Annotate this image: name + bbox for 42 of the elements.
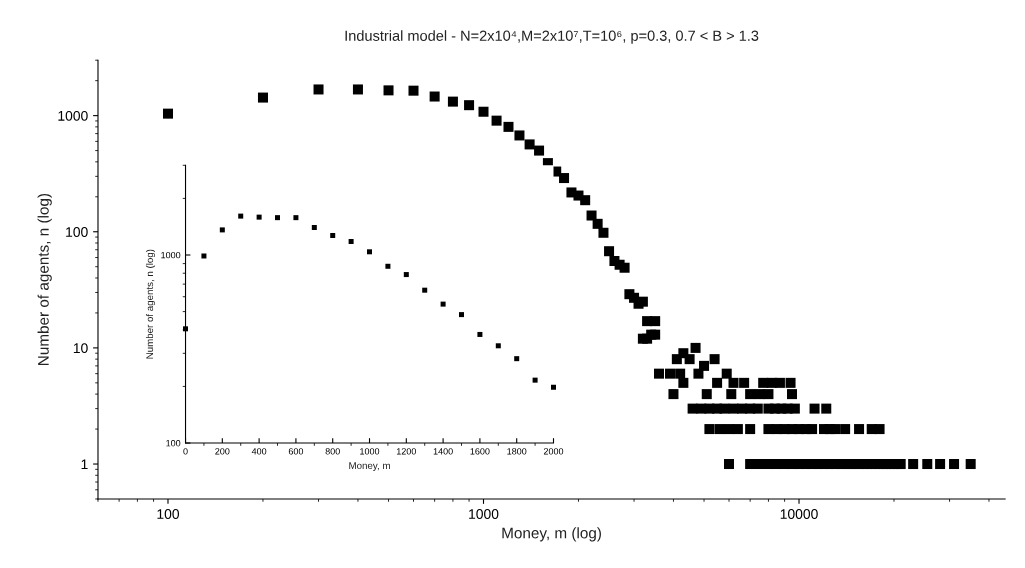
y-axis-title: Number of agents, n (log) (145, 249, 156, 359)
y-tick-label: 1000 (58, 110, 88, 121)
x-axis-title: Money, m (349, 462, 390, 471)
point (459, 312, 465, 318)
x-tick-label: 1000 (360, 448, 380, 455)
point (219, 227, 225, 233)
point (311, 225, 317, 231)
point (275, 215, 281, 221)
x-tick-label: 800 (325, 448, 340, 455)
point (514, 356, 520, 362)
point (403, 272, 409, 278)
point (477, 331, 483, 337)
point (532, 377, 538, 383)
point (440, 301, 446, 307)
x-tick-label: 200 (215, 448, 230, 455)
x-tick-label: 10000 (780, 509, 818, 519)
point (293, 215, 299, 221)
point (330, 232, 336, 238)
chart-title: Industrial model - N=2x10⁴,M=2x10⁷,T=10⁶, p=0.3, 0.7 < B > 1.3 (345, 30, 759, 44)
x-tick-label: 1000 (469, 509, 499, 519)
y-tick-label: 100 (66, 227, 88, 237)
point (256, 214, 262, 220)
x-axis-title: Money, m (log) (502, 527, 601, 542)
point (551, 384, 556, 390)
point (385, 263, 391, 269)
point (348, 238, 354, 244)
point (495, 343, 501, 349)
y-tick-label: 1 (81, 459, 88, 470)
x-tick-label: 1800 (507, 448, 527, 455)
x-tick-label: 600 (288, 448, 304, 455)
x-tick-label: 400 (251, 448, 267, 455)
point (238, 213, 244, 219)
x-tick-label: 2000 (543, 448, 564, 455)
point (422, 287, 428, 293)
point (367, 249, 373, 255)
x-tick-label: 1600 (470, 448, 490, 455)
x-tick-label: 1400 (433, 448, 453, 455)
y-axis-title: Number of agents, n (log) (37, 193, 52, 365)
x-tick-label: 0 (183, 448, 188, 455)
x-tick-label: 1200 (396, 448, 416, 455)
y-tick-label: 10 (73, 343, 88, 354)
point (201, 253, 207, 259)
